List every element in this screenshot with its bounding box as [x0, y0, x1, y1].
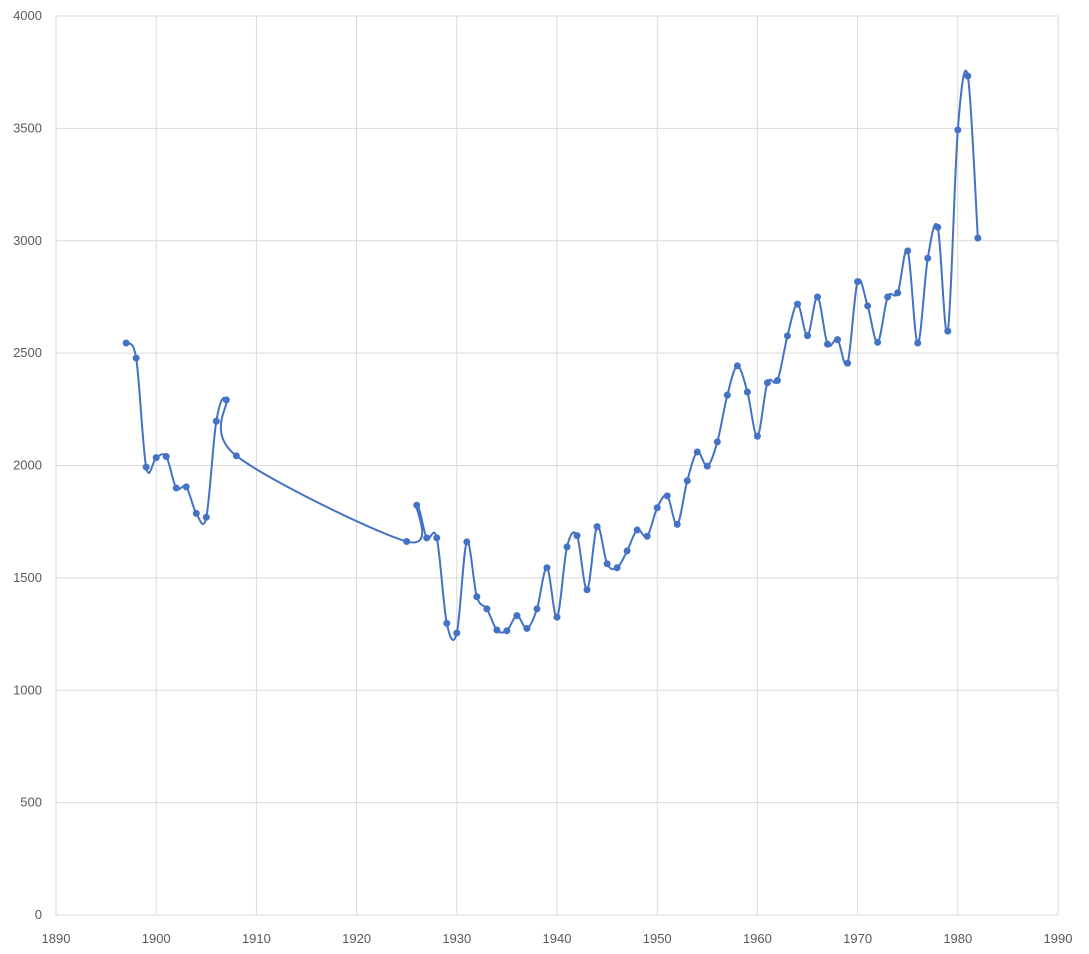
- data-point: [974, 234, 982, 242]
- y-tick-label: 3000: [13, 233, 42, 248]
- y-axis-tick-labels: 0 500 1000 1500 2000 2500 3000 3500 4000: [13, 8, 42, 922]
- data-point: [162, 453, 170, 461]
- x-tick-label: 1910: [242, 931, 271, 946]
- data-point: [563, 543, 571, 551]
- data-point: [483, 605, 491, 613]
- data-point: [463, 538, 471, 546]
- data-point: [232, 452, 240, 460]
- data-point: [643, 532, 651, 540]
- data-point: [733, 362, 741, 370]
- data-point: [543, 564, 551, 572]
- y-tick-label: 3500: [13, 120, 42, 135]
- data-point: [723, 391, 731, 399]
- data-point: [433, 534, 441, 542]
- data-point: [924, 254, 932, 262]
- data-point: [132, 354, 140, 362]
- data-point: [192, 509, 200, 517]
- data-point: [503, 627, 511, 635]
- data-point: [202, 513, 210, 521]
- data-point: [964, 72, 972, 80]
- x-tick-label: 1960: [743, 931, 772, 946]
- data-point: [693, 448, 701, 456]
- data-point: [172, 484, 180, 492]
- x-tick-label: 1890: [42, 931, 71, 946]
- data-point: [904, 247, 912, 255]
- data-point: [683, 477, 691, 485]
- data-point: [633, 526, 641, 534]
- data-point: [703, 462, 711, 470]
- y-tick-label: 2500: [13, 345, 42, 360]
- data-point: [182, 483, 190, 491]
- data-point: [423, 534, 431, 542]
- data-point: [493, 626, 501, 634]
- plot-area-border: [55, 15, 1059, 916]
- x-tick-label: 1970: [843, 931, 872, 946]
- data-point: [573, 532, 581, 540]
- data-point: [613, 564, 621, 572]
- data-point: [212, 417, 220, 425]
- data-point: [914, 339, 922, 347]
- data-point: [713, 438, 721, 446]
- data-point: [954, 126, 962, 134]
- data-point: [523, 624, 531, 632]
- data-point: [663, 492, 671, 500]
- x-tick-label: 1990: [1044, 931, 1073, 946]
- data-point: [533, 605, 541, 613]
- data-point: [653, 504, 661, 512]
- data-point: [753, 432, 761, 440]
- data-point: [553, 613, 561, 621]
- data-point: [413, 501, 421, 509]
- y-tick-label: 4000: [13, 8, 42, 23]
- data-point: [152, 454, 160, 462]
- x-tick-label: 1900: [142, 931, 171, 946]
- data-point: [944, 327, 952, 335]
- data-point: [834, 336, 842, 344]
- x-tick-label: 1980: [943, 931, 972, 946]
- data-point: [934, 223, 942, 231]
- data-point: [894, 289, 902, 297]
- data-point: [743, 388, 751, 396]
- data-point: [603, 560, 611, 568]
- series-markers: [122, 72, 982, 637]
- data-point: [824, 340, 832, 348]
- data-point: [783, 332, 791, 340]
- data-point: [473, 593, 481, 601]
- data-point: [403, 537, 411, 545]
- data-point: [673, 520, 681, 528]
- data-point: [122, 339, 130, 347]
- data-point: [593, 523, 601, 531]
- data-point: [583, 586, 591, 594]
- data-point: [773, 377, 781, 385]
- x-tick-label: 1930: [442, 931, 471, 946]
- x-tick-label: 1940: [543, 931, 572, 946]
- data-point: [864, 302, 872, 310]
- data-point: [623, 547, 631, 555]
- gridlines: [55, 15, 1059, 916]
- data-point: [443, 619, 451, 627]
- data-point: [854, 278, 862, 286]
- data-point: [844, 359, 852, 367]
- data-point: [763, 379, 771, 387]
- x-tick-label: 1920: [342, 931, 371, 946]
- data-point: [513, 612, 521, 620]
- data-point: [142, 463, 150, 471]
- data-point: [453, 629, 461, 637]
- y-tick-label: 1500: [13, 570, 42, 585]
- data-point: [804, 332, 811, 340]
- data-point: [814, 293, 822, 301]
- y-tick-label: 2000: [13, 458, 42, 473]
- data-point: [874, 338, 882, 346]
- x-tick-label: 1950: [643, 931, 672, 946]
- x-axis-tick-labels: 1890 1900 1910 1920 1930 1940 1950 1960 1970 1980…: [42, 931, 1073, 946]
- data-point: [222, 396, 230, 404]
- y-tick-label: 0: [35, 907, 42, 922]
- data-point: [884, 293, 892, 301]
- y-tick-label: 500: [20, 795, 42, 810]
- y-tick-label: 1000: [13, 682, 42, 697]
- data-point: [793, 300, 801, 308]
